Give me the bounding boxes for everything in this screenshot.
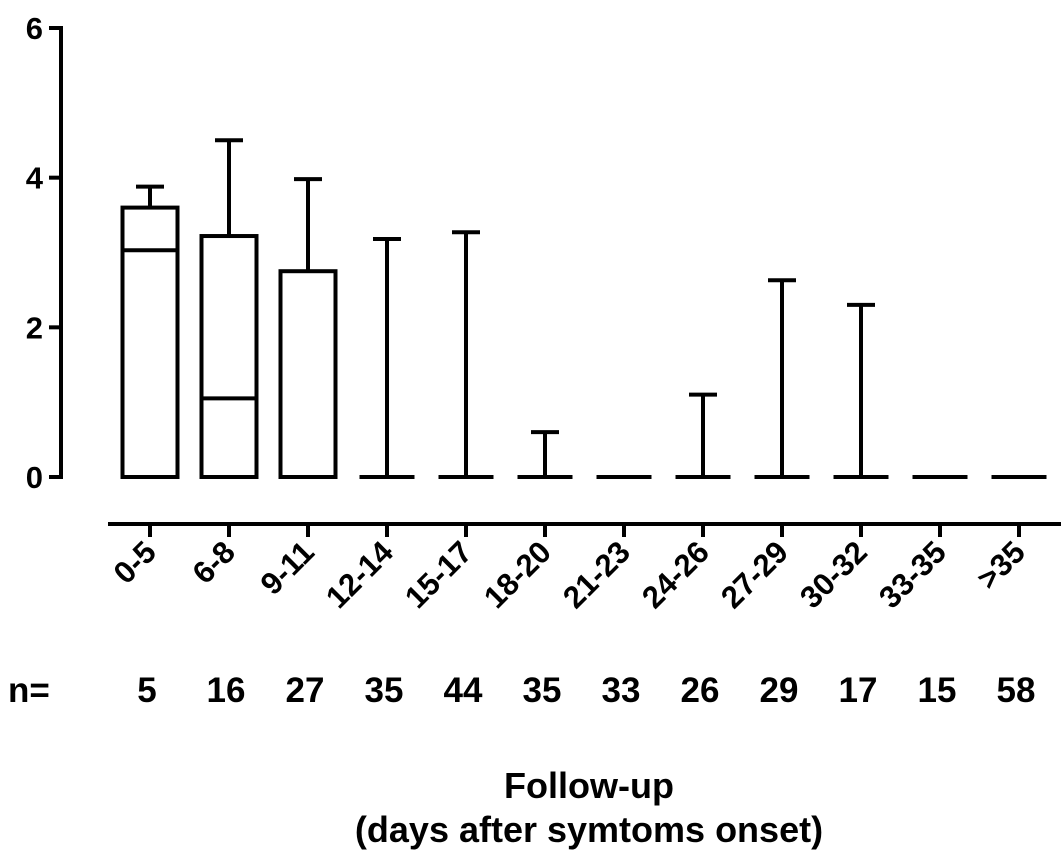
n-value: 33 bbox=[602, 671, 641, 710]
x-category-label: 27-29 bbox=[714, 534, 795, 615]
n-value: 26 bbox=[681, 671, 720, 710]
box-iqr bbox=[120, 205, 180, 479]
x-category-label: 33-35 bbox=[872, 534, 953, 615]
box-series bbox=[120, 138, 1047, 480]
y-tick-label: 6 bbox=[26, 11, 43, 46]
x-axis-title: Follow-up (days after symtoms onset) bbox=[355, 765, 823, 850]
x-category-label: >35 bbox=[970, 534, 1032, 596]
n-value: 58 bbox=[997, 671, 1036, 710]
x-category-label: 18-20 bbox=[477, 534, 558, 615]
n-value: 16 bbox=[207, 671, 246, 710]
n-value: 44 bbox=[444, 671, 483, 710]
x-category-label: 21-23 bbox=[556, 534, 637, 615]
x-category-label: 9-11 bbox=[254, 534, 321, 601]
n-value: 35 bbox=[365, 671, 404, 710]
x-category-label: 12-14 bbox=[319, 534, 400, 615]
box-iqr bbox=[199, 234, 259, 479]
box-30-32 bbox=[833, 302, 889, 479]
box-6-8 bbox=[199, 138, 259, 479]
x-category-label: 6-8 bbox=[186, 534, 242, 590]
x-category-label: 0-5 bbox=[107, 534, 163, 590]
box-12-14 bbox=[359, 237, 415, 479]
n-value: 29 bbox=[760, 671, 799, 710]
n-value: 17 bbox=[839, 671, 878, 710]
y-axis: 0 2 4 6 bbox=[26, 11, 63, 495]
n-prefix-label: n= bbox=[8, 671, 50, 710]
sample-size-row: n= 5 16 27 35 44 35 33 26 29 17 15 58 bbox=[8, 671, 1035, 710]
box-15-17 bbox=[438, 230, 494, 479]
x-axis-title-line-1: Follow-up bbox=[504, 765, 674, 806]
box-27-29 bbox=[754, 278, 810, 479]
y-tick-label: 0 bbox=[26, 460, 43, 495]
y-tick-label: 4 bbox=[26, 161, 44, 196]
box-24-26 bbox=[675, 392, 731, 479]
n-value: 27 bbox=[286, 671, 325, 710]
y-tick-label: 2 bbox=[26, 310, 43, 345]
x-axis: 0-5 6-8 9-1112-1415-1718-2021-2324-2627-29… bbox=[107, 522, 1061, 615]
n-value: 15 bbox=[918, 671, 957, 710]
x-axis-title-line-2: (days after symtoms onset) bbox=[355, 809, 823, 850]
n-value: 5 bbox=[137, 671, 156, 710]
box-iqr bbox=[278, 269, 338, 480]
x-category-label: 30-32 bbox=[793, 534, 874, 615]
x-category-label: 24-26 bbox=[635, 534, 716, 615]
n-value: 35 bbox=[523, 671, 562, 710]
x-category-label: 15-17 bbox=[398, 534, 479, 615]
box-9-11 bbox=[278, 177, 338, 480]
box-18-20 bbox=[517, 430, 573, 479]
box-0-5 bbox=[120, 184, 180, 479]
